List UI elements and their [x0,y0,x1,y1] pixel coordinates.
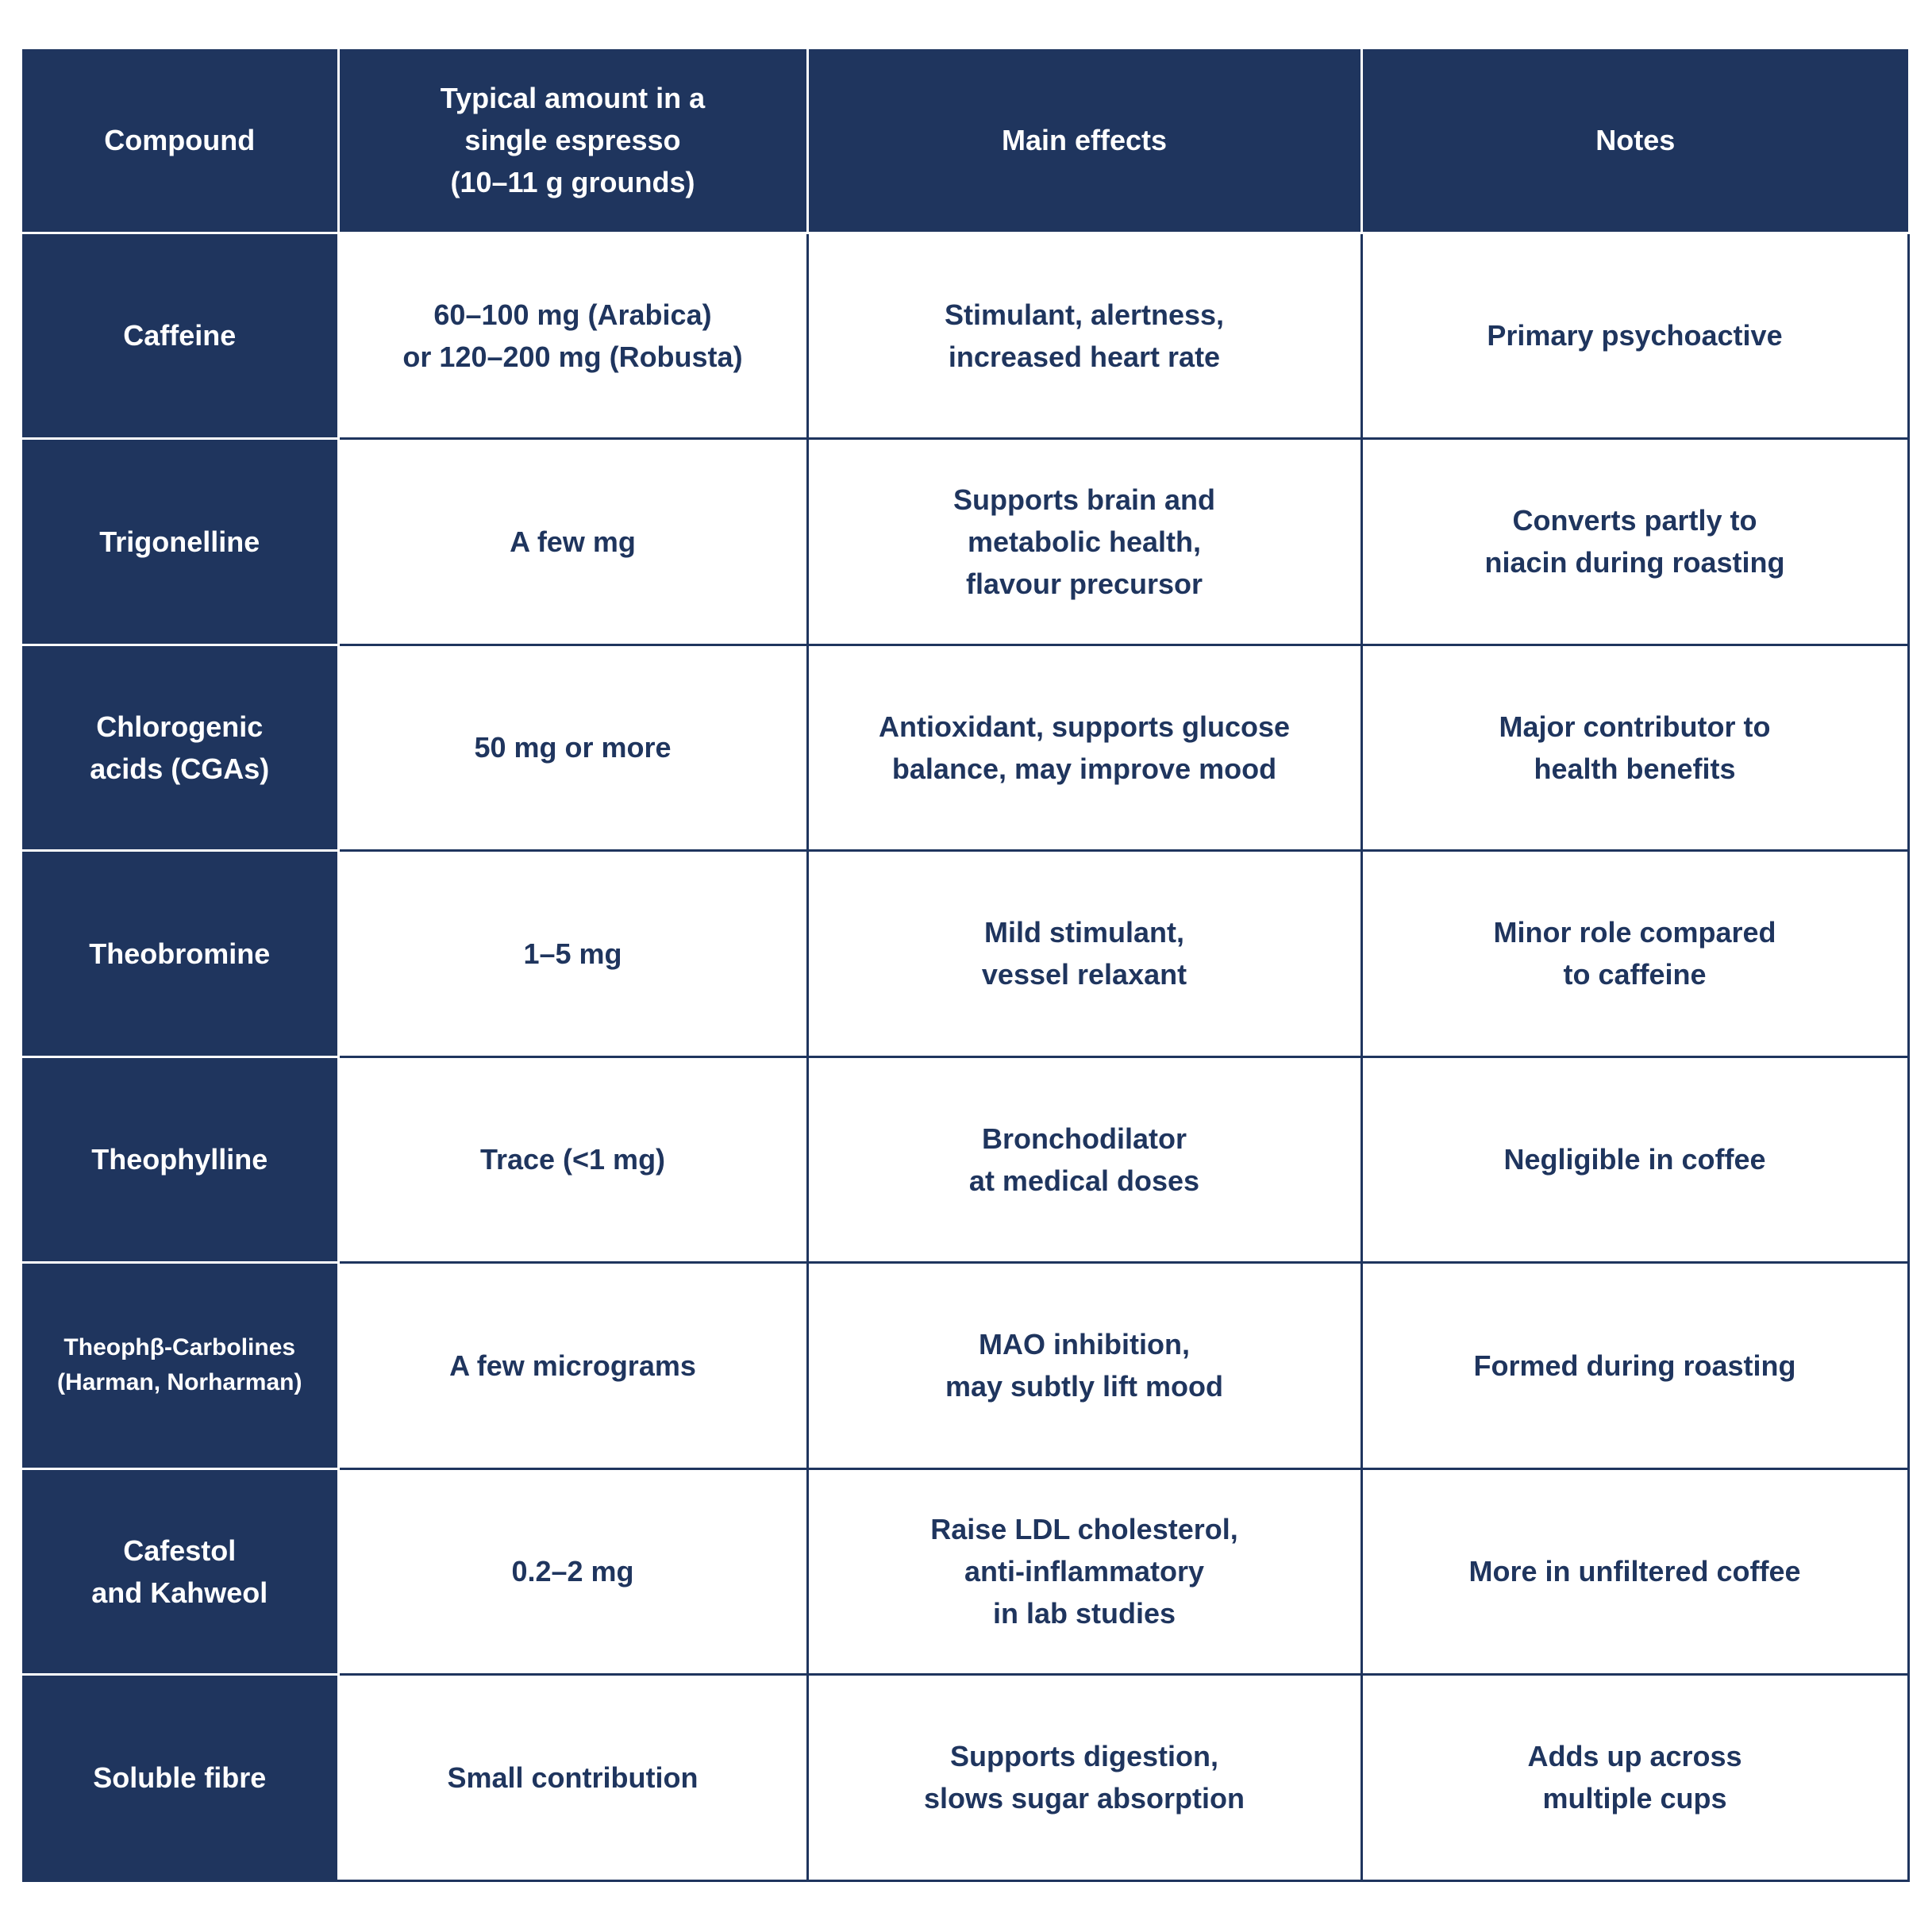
cell-notes: More in unfiltered coffee [1360,1467,1910,1676]
cell-notes: Converts partly to niacin during roastin… [1360,437,1910,646]
cell-compound: Theobromine [22,849,340,1058]
cell-effects: Antioxidant, supports glucose balance, m… [806,643,1363,852]
cell-notes: Negligible in coffee [1360,1055,1910,1264]
cell-effects: Supports brain and metabolic health, fla… [806,437,1363,646]
cell-amount: 50 mg or more [337,643,809,852]
cell-compound: Cafestol and Kahweol [22,1467,340,1676]
compound-table: Compound Typical amount in a single espr… [22,49,1910,1882]
cell-notes: Formed during roasting [1360,1260,1910,1470]
cell-compound: Soluble fibre [22,1672,340,1882]
cell-compound: Trigonelline [22,437,340,646]
cell-amount: Small contribution [337,1672,809,1882]
cell-amount: 60–100 mg (Arabica) or 120–200 mg (Robus… [337,231,809,440]
table-row: Trigonelline A few mg Supports brain and m… [22,437,1910,646]
cell-notes: Minor role compared to caffeine [1360,849,1910,1058]
header-compound: Compound [22,49,340,234]
cell-amount: 1–5 mg [337,849,809,1058]
cell-effects: Stimulant, alertness, increased heart ra… [806,231,1363,440]
cell-notes: Major contributor to health benefits [1360,643,1910,852]
header-notes: Notes [1360,49,1908,234]
cell-effects: Supports digestion, slows sugar absorpti… [806,1672,1363,1882]
table-row: Chlorogenic acids (CGAs) 50 mg or more Ant… [22,643,1910,852]
table-row: Caffeine 60–100 mg (Arabica) or 120–200 m… [22,231,1910,440]
cell-notes: Primary psychoactive [1360,231,1910,440]
table-row: Theophylline Trace (<1 mg) Bronchodilator … [22,1055,1910,1264]
table-row: Theobromine 1–5 mg Mild stimulant, vessel … [22,849,1910,1058]
cell-effects: Raise LDL cholesterol, anti-inflammatory… [806,1467,1363,1676]
cell-effects: Bronchodilator at medical doses [806,1055,1363,1264]
cell-amount: A few mg [337,437,809,646]
cell-effects: MAO inhibition, may subtly lift mood [806,1260,1363,1470]
cell-effects: Mild stimulant, vessel relaxant [806,849,1363,1058]
cell-compound: Theophβ-Carbolines (Harman, Norharman) [22,1260,340,1470]
cell-compound: Caffeine [22,231,340,440]
table-row: Soluble fibre Small contribution Supports … [22,1672,1910,1882]
cell-compound: Theophylline [22,1055,340,1264]
header-amount: Typical amount in a single espresso (10–… [337,49,809,234]
table-row: Cafestol and Kahweol 0.2–2 mg Raise LDL ch… [22,1467,1910,1676]
header-row: Compound Typical amount in a single espr… [22,49,1908,234]
header-effects: Main effects [806,49,1363,234]
cell-amount: 0.2–2 mg [337,1467,809,1676]
cell-amount: Trace (<1 mg) [337,1055,809,1264]
cell-compound: Chlorogenic acids (CGAs) [22,643,340,852]
table-row: Theophβ-Carbolines (Harman, Norharman) A … [22,1260,1910,1470]
cell-amount: A few micrograms [337,1260,809,1470]
cell-notes: Adds up across multiple cups [1360,1672,1910,1882]
